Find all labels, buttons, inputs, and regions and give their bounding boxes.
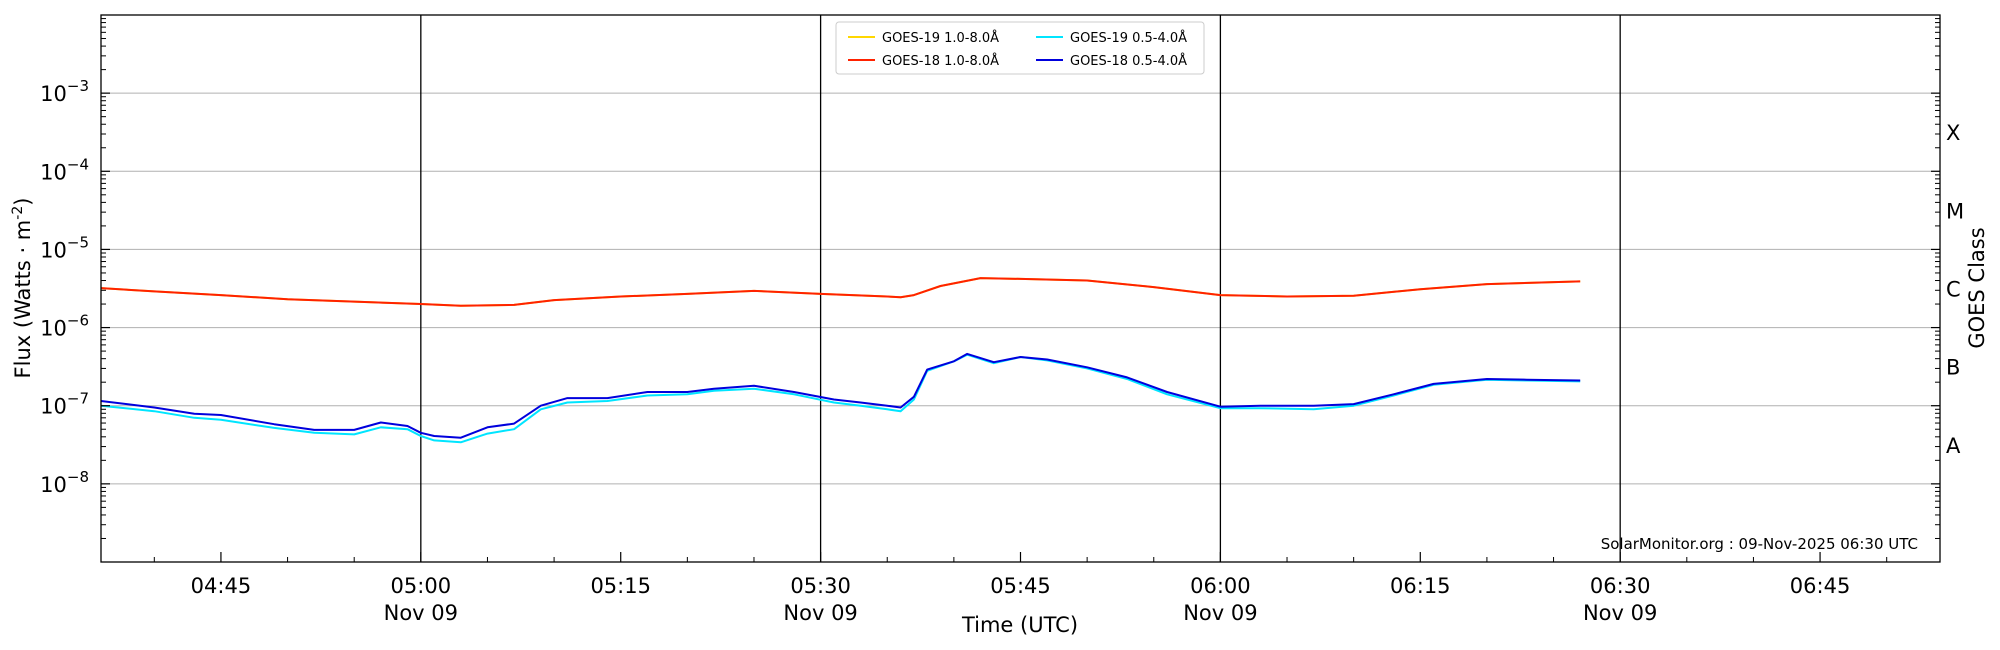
y-axis-title: Flux (Watts · m-2) (10, 198, 35, 379)
y2-axis-title: GOES Class (1965, 227, 1989, 348)
x-tick-label: 05:45 (990, 574, 1051, 598)
legend-box (835, 21, 1205, 75)
axis-ticks (101, 18, 1940, 562)
goes-class-label: C (1946, 278, 1961, 302)
y-tick-exponent: −7 (67, 390, 89, 408)
x-tick-date-label: Nov 09 (783, 601, 857, 625)
goes-class-label: A (1946, 434, 1961, 458)
y-axis-title-exponent: -2 (10, 206, 26, 220)
y-axis-title-close: ) (11, 198, 35, 206)
legend-label: GOES-18 1.0-8.0Å (882, 53, 999, 69)
y-tick-base: 10 (40, 317, 67, 341)
y-tick-label: 10−3 (40, 77, 89, 106)
y-tick-exponent: −6 (67, 312, 89, 330)
y-tick-exponent: −3 (67, 77, 89, 95)
grid-lines (101, 92, 1940, 485)
y-tick-label: 10−8 (40, 468, 89, 497)
series-line (100, 352, 1581, 439)
y-tick-exponent: −4 (67, 155, 89, 173)
goes-class-labels: A B C M X (1946, 121, 1964, 458)
x-axis-title: Time (UTC) (961, 613, 1078, 637)
plot-background (101, 15, 1940, 562)
x-tick-date-label: Nov 09 (1583, 601, 1657, 625)
source-annotation: SolarMonitor.org : 09-Nov-2025 06:30 UTC (1601, 535, 1918, 553)
y-tick-label: 10−7 (40, 390, 89, 419)
series-lines (100, 277, 1581, 444)
y-tick-label: 10−5 (40, 233, 89, 262)
x-tick-label: 06:15 (1390, 574, 1451, 598)
date-boundary-lines (420, 15, 1621, 562)
goes-class-label: M (1946, 199, 1964, 223)
x-tick-label: 05:15 (590, 574, 651, 598)
legend-label: GOES-19 0.5-4.0Å (1070, 30, 1187, 46)
goes-class-label: X (1946, 121, 1960, 145)
x-tick-labels: 04:45 05:00 Nov 09 05:15 05:30 Nov 09 05:45 06:… (191, 574, 1851, 625)
y-tick-base: 10 (40, 82, 67, 106)
x-tick-label: 05:00 (391, 574, 452, 598)
y-tick-base: 10 (40, 238, 67, 262)
series-line (100, 353, 1581, 444)
y-tick-label: 10−6 (40, 312, 89, 341)
x-tick-label: 06:30 (1590, 574, 1651, 598)
y-tick-label: 10−4 (40, 155, 89, 184)
y-tick-base: 10 (40, 395, 67, 419)
y-tick-labels: 10−810−710−610−510−410−3 (40, 77, 89, 497)
x-tick-label: 06:45 (1790, 574, 1851, 598)
y-tick-base: 10 (40, 160, 67, 184)
x-tick-date-label: Nov 09 (1183, 601, 1257, 625)
series-line (100, 277, 1581, 307)
legend: GOES-19 1.0-8.0Å GOES-19 0.5-4.0Å GOES-18 … (835, 21, 1205, 75)
x-tick-date-label: Nov 09 (384, 601, 458, 625)
goes-class-label: B (1946, 356, 1960, 380)
y-tick-base: 10 (40, 473, 67, 497)
legend-label: GOES-19 1.0-8.0Å (882, 30, 999, 46)
y-tick-exponent: −5 (67, 233, 89, 251)
legend-label: GOES-18 0.5-4.0Å (1070, 53, 1187, 69)
x-tick-label: 05:30 (790, 574, 851, 598)
x-tick-label: 04:45 (191, 574, 252, 598)
x-tick-label: 06:00 (1190, 574, 1251, 598)
y-tick-exponent: −8 (67, 468, 89, 486)
